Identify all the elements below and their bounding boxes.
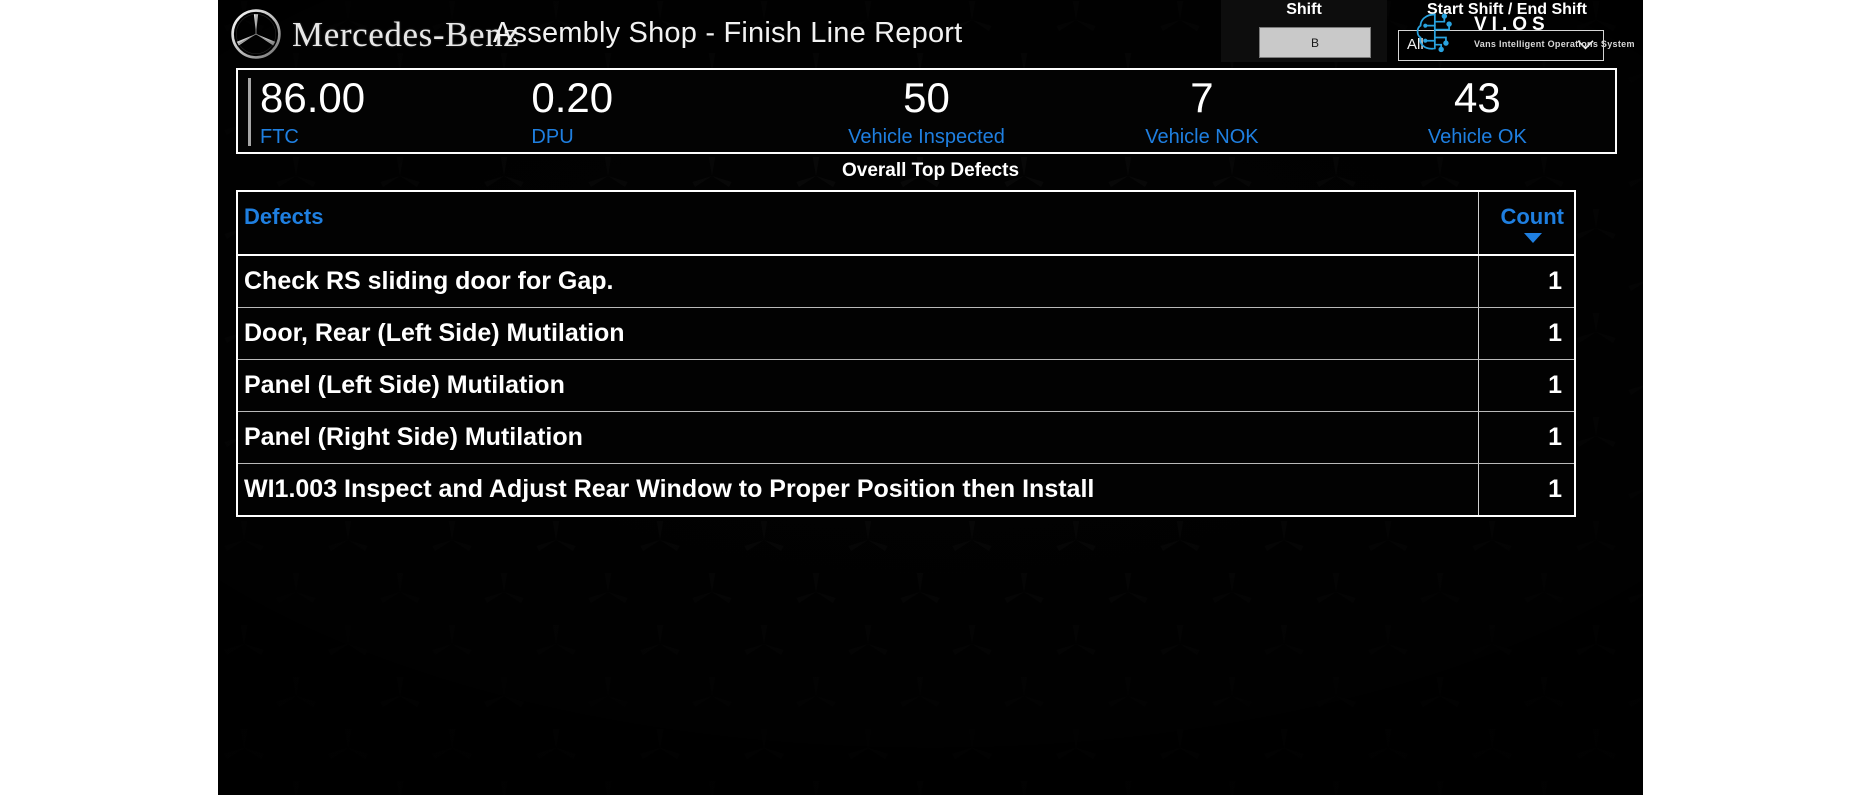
shift-range-label: Start Shift / End Shift: [1427, 1, 1587, 18]
defect-count: 1: [1548, 267, 1562, 295]
kpi-vehicle-nok-value: 7: [1190, 74, 1214, 121]
table-body: Check RS sliding door for Gap. 1 Door, R…: [238, 255, 1574, 515]
table-row[interactable]: WI1.003 Inspect and Adjust Rear Window t…: [238, 463, 1574, 515]
mercedes-star-icon: [231, 9, 281, 59]
table-row[interactable]: Check RS sliding door for Gap. 1: [238, 255, 1574, 308]
app-header: Mercedes-Benz Assembly Shop - Finish Lin…: [218, 0, 1643, 70]
kpi-ftc-label: FTC: [260, 126, 299, 148]
vios-subtitle: Vans Intelligent Operations System: [1474, 39, 1635, 49]
chevron-down-icon: [1577, 40, 1594, 50]
kpi-vehicle-nok-label: Vehicle NOK: [1145, 126, 1259, 148]
shift-label: Shift: [1286, 1, 1322, 18]
kpi-dpu: 0.20 DPU: [513, 70, 788, 152]
kpi-accent-bar: [248, 78, 251, 146]
section-title: Overall Top Defects: [841, 160, 1020, 181]
vios-title: VI.OS: [1474, 14, 1550, 35]
shift-range-control-group: Start Shift / End Shift All: [1398, 0, 1628, 62]
shift-button[interactable]: B: [1259, 27, 1371, 58]
defect-name: Check RS sliding door for Gap.: [244, 267, 614, 295]
column-header-defects-label: Defects: [244, 204, 324, 229]
mercedes-benz-logo: Mercedes-Benz: [230, 8, 519, 60]
kpi-ftc-value: 86.00: [260, 74, 366, 121]
defect-count: 1: [1548, 423, 1562, 451]
defect-name: Panel (Left Side) Mutilation: [244, 371, 565, 399]
column-header-defects[interactable]: Defects: [238, 192, 1479, 256]
defect-name: Panel (Right Side) Mutilation: [244, 423, 583, 451]
kpi-dpu-value: 0.20: [531, 74, 614, 121]
kpi-vehicle-ok: 43 Vehicle OK: [1340, 70, 1615, 152]
defect-count: 1: [1548, 319, 1562, 347]
column-header-count[interactable]: Count: [1478, 192, 1574, 256]
table-row[interactable]: Panel (Right Side) Mutilation 1: [238, 411, 1574, 464]
kpi-vehicle-ok-label: Vehicle OK: [1427, 126, 1527, 148]
defect-name: WI1.003 Inspect and Adjust Rear Window t…: [244, 475, 1095, 503]
kpi-vehicle-nok: 7 Vehicle NOK: [1064, 70, 1339, 152]
defect-name: Door, Rear (Left Side) Mutilation: [244, 319, 625, 347]
kpi-dpu-label: DPU: [531, 126, 574, 148]
table-row[interactable]: Panel (Left Side) Mutilation 1: [238, 359, 1574, 412]
kpi-vehicle-ok-value: 43: [1453, 74, 1501, 121]
defect-count: 1: [1548, 371, 1562, 399]
brain-circuit-icon: [1416, 13, 1452, 53]
column-header-count-label: Count: [1500, 204, 1564, 229]
kpi-ftc: 86.00 FTC: [238, 70, 513, 152]
vios-logo: VI.OS Vans Intelligent Operations System: [1414, 5, 1643, 63]
shift-range-dropdown[interactable]: All: [1398, 30, 1604, 61]
kpi-vehicle-inspected-value: 50: [903, 74, 950, 121]
table-header-row: Defects Count: [238, 192, 1574, 256]
defect-count: 1: [1548, 475, 1562, 503]
kpi-summary-card: 86.00 FTC 0.20 DPU 50 Vehicle Inspected …: [236, 68, 1617, 154]
top-defects-table: Defects Count: [236, 190, 1576, 517]
kpi-vehicle-inspected-label: Vehicle Inspected: [848, 126, 1005, 148]
table-row[interactable]: Door, Rear (Left Side) Mutilation 1: [238, 307, 1574, 360]
kpi-vehicle-inspected: 50 Vehicle Inspected: [789, 70, 1064, 152]
shift-control-group: Shift B: [1221, 0, 1387, 62]
mercedes-benz-wordmark: Mercedes-Benz: [292, 14, 520, 54]
report-app-surface: Mercedes-Benz Assembly Shop - Finish Lin…: [218, 0, 1643, 795]
sort-descending-icon[interactable]: [1524, 233, 1542, 243]
page-title: Assembly Shop - Finish Line Report: [493, 17, 963, 49]
